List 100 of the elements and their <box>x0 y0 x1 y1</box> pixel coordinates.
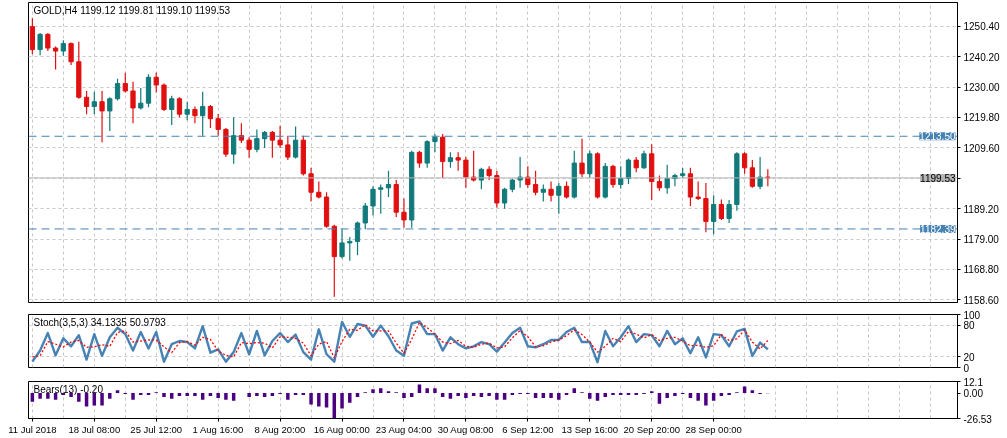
bar <box>665 393 669 398</box>
candlestick <box>362 202 368 230</box>
y-tick-label: 0 <box>963 362 970 374</box>
y-tick-label: 1250.40 <box>963 21 1001 33</box>
candlestick <box>83 90 90 115</box>
bar <box>464 393 468 398</box>
candlestick <box>29 17 35 55</box>
bar <box>696 393 700 401</box>
x-tick-label: 23 Aug 04:00 <box>375 423 432 435</box>
bar <box>409 393 414 397</box>
chart-title: GOLD,H4 1199.12 1199.81 1199.10 1199.53 <box>33 4 231 16</box>
candlestick <box>455 151 461 172</box>
candlestick <box>308 167 314 203</box>
bar <box>193 393 197 396</box>
bar <box>255 393 259 396</box>
bar <box>448 393 453 399</box>
bar <box>588 393 592 399</box>
bar <box>216 393 220 398</box>
bar <box>108 393 112 399</box>
candlestick <box>37 32 43 56</box>
candlestick <box>741 151 748 175</box>
y-tick-label: 1209.60 <box>963 142 1001 154</box>
bar <box>46 393 50 399</box>
candlestick <box>548 180 554 203</box>
bar <box>549 393 553 398</box>
candlestick <box>192 105 198 124</box>
bar <box>100 393 104 406</box>
x-tick-label: 6 Sep 12:00 <box>502 423 554 435</box>
bar <box>487 393 491 396</box>
bar <box>750 390 755 394</box>
bar <box>371 389 375 394</box>
bar <box>425 388 429 394</box>
bar <box>440 393 445 397</box>
bar <box>200 393 205 400</box>
candlestick <box>610 164 616 189</box>
bar <box>557 393 561 400</box>
bar <box>471 393 476 396</box>
y-tick-label: 1179.00 <box>963 234 1000 246</box>
x-tick-label: 1 Aug 16:00 <box>192 423 244 435</box>
x-tick-label: 13 Sep 16:00 <box>561 423 619 435</box>
y-tick-label: 20 <box>963 351 976 363</box>
candlestick <box>556 182 562 215</box>
candlestick <box>292 125 299 160</box>
candlestick <box>579 138 585 178</box>
candlestick <box>246 136 252 159</box>
candlestick <box>45 32 51 52</box>
candlestick <box>207 104 214 129</box>
bar <box>286 393 290 400</box>
candlestick <box>703 182 709 233</box>
bar <box>456 393 460 396</box>
candlestick <box>432 133 438 153</box>
x-tick-label: 16 Aug 00:00 <box>313 423 370 435</box>
candlestick <box>68 41 74 66</box>
chart-title: Bears(13) -0.20 <box>33 383 104 395</box>
bar <box>162 393 166 397</box>
candlestick <box>587 150 593 179</box>
candlestick <box>130 81 136 124</box>
ref-line-label: 1182.39 <box>920 223 956 235</box>
bar <box>92 393 97 406</box>
bar <box>417 384 422 394</box>
candlestick <box>463 156 469 189</box>
candlestick <box>718 198 725 221</box>
bar <box>38 393 42 399</box>
bar <box>479 393 484 397</box>
candlestick <box>285 135 291 161</box>
candlestick <box>153 71 159 94</box>
y-tick-label: 100 <box>963 309 981 321</box>
y-tick-label: 1168.80 <box>963 264 1000 276</box>
candlestick <box>200 91 206 137</box>
candlestick <box>107 96 113 132</box>
bar <box>53 393 58 400</box>
candlestick <box>532 170 539 196</box>
candlestick <box>114 78 121 102</box>
bar <box>348 393 352 403</box>
candlestick <box>184 101 190 121</box>
bar <box>30 393 35 402</box>
x-tick-label: 25 Jul 12:00 <box>130 423 183 435</box>
candlestick <box>269 130 275 159</box>
candlestick <box>385 170 392 198</box>
bar <box>502 393 507 400</box>
bar <box>309 393 313 405</box>
bar <box>742 386 747 394</box>
candlestick <box>91 91 97 115</box>
candlestick <box>424 139 430 169</box>
x-tick-label: 30 Aug 08:00 <box>437 423 494 435</box>
candlestick <box>370 185 376 217</box>
bar <box>247 393 251 397</box>
bar <box>402 393 406 398</box>
ref-line-label: 1199.53 <box>920 172 956 184</box>
bar <box>433 388 437 394</box>
bar <box>224 393 228 400</box>
bar <box>270 393 275 396</box>
bar <box>719 393 724 396</box>
bar <box>208 393 213 396</box>
y-tick-label: 1240.20 <box>963 51 1001 63</box>
x-tick-label: 20 Sep 20:00 <box>623 423 680 435</box>
y-tick-label: 1219.80 <box>963 112 1001 124</box>
ref-line-label: 1213.50 <box>919 131 956 143</box>
candlestick <box>664 164 670 195</box>
bar <box>77 393 81 402</box>
